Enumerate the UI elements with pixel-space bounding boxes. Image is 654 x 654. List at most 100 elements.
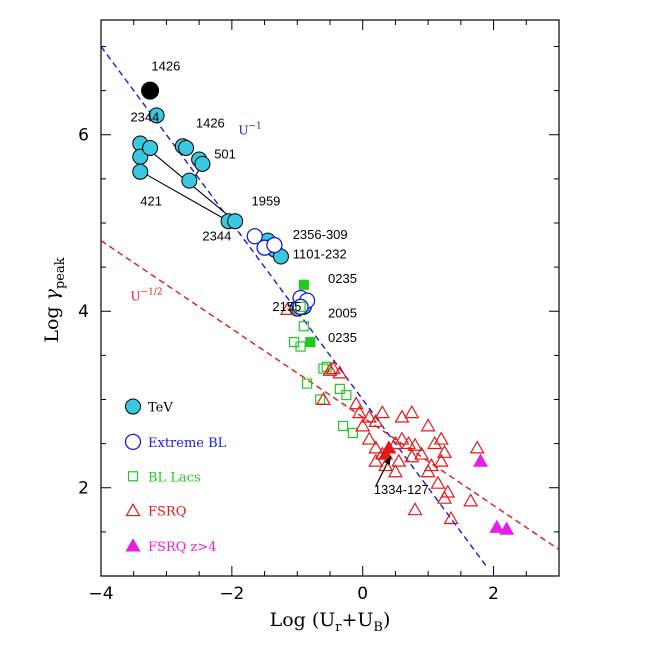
plot-frame xyxy=(100,19,560,577)
data-point-s5-30 xyxy=(433,453,449,467)
legend-label-3: FSRQ xyxy=(148,505,186,520)
legend-marker-0 xyxy=(125,398,141,415)
data-point-s3-1 xyxy=(298,321,309,332)
data-point-s5-38 xyxy=(469,440,485,454)
legend-label-0: TeV xyxy=(148,401,173,416)
data-point-s2-5 xyxy=(292,298,309,315)
data-point-s5-9 xyxy=(368,413,384,428)
data-point-s3-3 xyxy=(295,341,306,352)
data-point-s5-2 xyxy=(325,360,341,375)
data-point-s5-11 xyxy=(394,409,410,423)
data-point-s5-18 xyxy=(394,431,410,445)
source-label-4: 421 xyxy=(140,193,162,208)
legend-marker-3 xyxy=(125,502,141,517)
data-point-s5-35 xyxy=(436,490,453,504)
data-point-s5-33 xyxy=(430,475,446,489)
source-label-9: 0235 xyxy=(328,271,357,286)
x-tick-label: −4 xyxy=(88,584,113,604)
data-point-s5-34 xyxy=(440,484,456,498)
data-point-s5-36 xyxy=(443,510,459,525)
data-point-s5-29 xyxy=(436,444,453,458)
data-point-s3-9 xyxy=(341,389,352,401)
data-point-s5-21 xyxy=(404,449,420,463)
data-point-s0-6 xyxy=(178,139,195,156)
power-law-line-1 xyxy=(101,240,559,551)
source-label-0: 1426 xyxy=(151,58,180,73)
source-label-2: 1426 xyxy=(196,116,225,131)
data-point-s0-2 xyxy=(132,163,149,180)
source-label-13: 1334-127 xyxy=(374,482,429,497)
data-point-s5-5 xyxy=(348,396,364,410)
data-point-s4-1 xyxy=(305,337,316,348)
y-tick-label: 6 xyxy=(78,126,89,146)
source-label-11: 2005 xyxy=(328,305,357,320)
data-point-s5-15 xyxy=(368,440,384,454)
data-point-s0-8 xyxy=(194,155,211,172)
data-point-s5-1 xyxy=(322,362,338,376)
source-label-3: 501 xyxy=(214,147,236,162)
data-point-s5-13 xyxy=(420,418,436,432)
annotation-arrowhead xyxy=(384,455,391,465)
legend-label-4: FSRQ z>4 xyxy=(148,540,217,555)
data-point-s5-24 xyxy=(378,457,394,472)
power-law-label-1: U−1/2 xyxy=(130,288,162,304)
x-tick-label: −2 xyxy=(219,584,244,604)
data-point-s0-4 xyxy=(148,107,165,124)
source-label-6: 2344 xyxy=(202,229,231,244)
source-label-10: 2155 xyxy=(272,299,301,314)
data-point-s5-27 xyxy=(427,435,443,450)
data-point-s0-11 xyxy=(227,213,244,230)
data-point-s5-3 xyxy=(332,365,348,379)
data-point-s1-0 xyxy=(141,81,160,100)
data-point-s6-1 xyxy=(381,440,397,454)
legend-label-2: BL Lacs xyxy=(148,470,201,485)
data-point-s5-39 xyxy=(463,493,479,507)
legend-marker-1 xyxy=(124,433,142,451)
data-point-s2-0 xyxy=(246,228,263,245)
data-point-s7-1 xyxy=(489,519,505,533)
x-tick-label: 0 xyxy=(357,584,368,604)
data-point-s5-32 xyxy=(420,464,436,478)
data-point-s5-26 xyxy=(414,446,430,460)
data-point-s5-25 xyxy=(368,453,384,467)
source-label-1: 2344 xyxy=(130,109,159,124)
data-point-s7-0 xyxy=(472,453,489,467)
source-label-8: 1101-232 xyxy=(293,246,347,261)
data-point-s3-0 xyxy=(295,301,306,312)
data-point-s0-3 xyxy=(142,139,159,156)
data-point-s4-0 xyxy=(298,279,309,290)
data-point-s5-19 xyxy=(400,435,417,450)
data-point-s5-12 xyxy=(404,405,420,419)
legend-label-1: Extreme BL xyxy=(148,436,227,451)
y-tick-label: 4 xyxy=(78,302,89,322)
y-axis-label: Log γpeak xyxy=(41,257,68,342)
data-point-s5-8 xyxy=(361,409,377,423)
data-point-s3-8 xyxy=(334,383,345,395)
data-point-s7-2 xyxy=(499,521,515,535)
y-tick-label: 2 xyxy=(78,479,89,499)
data-point-s5-7 xyxy=(355,418,371,432)
data-point-s5-0 xyxy=(279,301,296,315)
data-point-s5-17 xyxy=(387,435,403,450)
data-point-s5-14 xyxy=(361,431,377,445)
data-point-s0-9 xyxy=(181,172,198,189)
connector-line-1 xyxy=(141,171,229,222)
data-point-s5-20 xyxy=(407,437,423,451)
data-point-s3-10 xyxy=(337,420,349,432)
data-point-s5-22 xyxy=(391,453,407,467)
data-point-s3-11 xyxy=(347,427,358,439)
data-point-s5-4 xyxy=(315,391,331,405)
data-point-s5-28 xyxy=(433,431,449,445)
data-point-s3-6 xyxy=(302,378,313,389)
legend-marker-4 xyxy=(125,538,141,552)
legend-marker-2 xyxy=(127,471,139,482)
source-label-5: 1959 xyxy=(251,193,280,208)
data-point-s2-2 xyxy=(266,236,283,254)
data-point-s5-10 xyxy=(374,405,390,419)
power-law-label-0: U−1 xyxy=(238,122,261,138)
data-point-s5-37 xyxy=(407,502,423,516)
data-point-s5-6 xyxy=(351,405,367,419)
source-label-7: 2356-309 xyxy=(293,227,348,242)
source-label-12: 0235 xyxy=(328,330,357,345)
